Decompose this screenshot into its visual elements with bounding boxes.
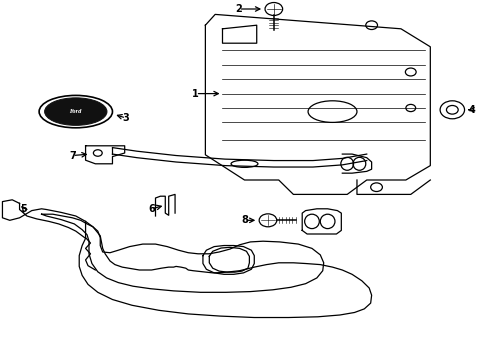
Text: 1: 1 [192, 89, 199, 99]
Text: 2: 2 [235, 4, 242, 14]
Text: Ford: Ford [69, 109, 82, 114]
Text: 6: 6 [148, 204, 155, 214]
Text: 8: 8 [241, 215, 247, 225]
Text: 3: 3 [122, 113, 129, 123]
Text: 4: 4 [468, 105, 474, 115]
Ellipse shape [44, 98, 107, 125]
Text: 7: 7 [69, 150, 76, 161]
Text: 5: 5 [20, 204, 27, 214]
